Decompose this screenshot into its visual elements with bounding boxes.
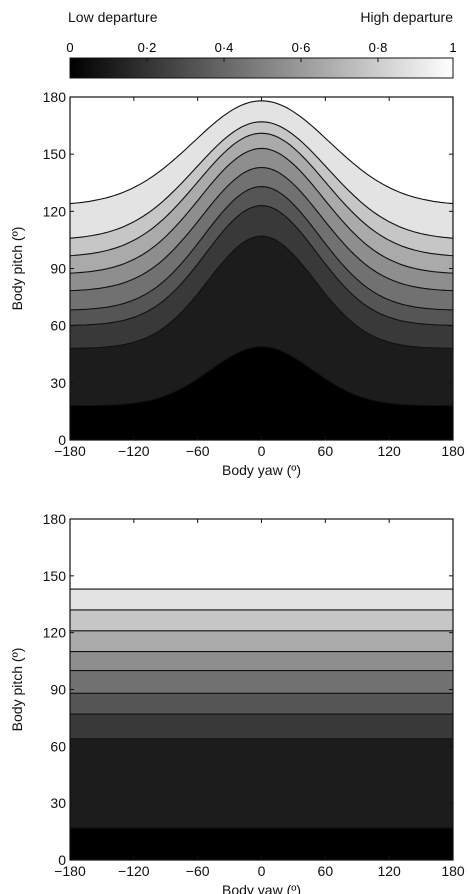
y-tick-label: 30 (50, 375, 66, 391)
x-tick-label: −180 (54, 443, 86, 459)
x-tick-label: −60 (186, 443, 210, 459)
bottom-contour-lines (70, 588, 453, 829)
y-tick-label: 60 (50, 318, 66, 334)
contour-line (69, 205, 454, 326)
contour-region (70, 519, 453, 590)
colorbar-high-label: High departure (360, 9, 453, 25)
contour-line (70, 346, 453, 407)
bottom-contour-fills (70, 519, 453, 860)
x-tick-label: −60 (186, 863, 210, 879)
contour-line (69, 121, 454, 239)
colorbar-tick-label: 0·8 (369, 40, 388, 55)
y-tick-label: 150 (43, 146, 67, 162)
colorbar: Low departure High departure 0 0·2 0·4 0… (66, 9, 457, 79)
y-tick-label: 150 (43, 568, 67, 584)
x-tick-label: 180 (441, 443, 465, 459)
top-x-tick-labels: −180 −120 −60 0 60 120 180 (54, 443, 465, 459)
colorbar-tick-label: 0·4 (215, 40, 234, 55)
colorbar-tick-label: 0 (66, 40, 73, 55)
y-tick-label: 60 (50, 738, 66, 754)
y-tick-label: 180 (43, 511, 67, 527)
top-contour-lines (69, 100, 454, 407)
x-tick-label: 60 (318, 443, 334, 459)
x-tick-label: 120 (377, 443, 401, 459)
bottom-x-axis-label: Body yaw (º) (222, 882, 301, 894)
x-tick-label: 60 (318, 863, 334, 879)
y-tick-label: 30 (50, 795, 66, 811)
x-tick-label: 180 (441, 863, 465, 879)
x-tick-label: 0 (258, 863, 266, 879)
colorbar-tick-labels: 0 0·2 0·4 0·6 0·8 1 (66, 40, 456, 55)
colorbar-tick-label: 0·2 (138, 40, 157, 55)
y-tick-label: 120 (43, 203, 67, 219)
top-x-axis-label: Body yaw (º) (222, 462, 301, 478)
y-tick-label: 90 (50, 682, 66, 698)
top-y-tick-labels: 0 30 60 90 120 150 180 (43, 89, 67, 448)
contour-line (69, 166, 454, 292)
colorbar-tick-label: 1 (449, 40, 456, 55)
contour-line (69, 235, 454, 349)
y-tick-label: 180 (43, 89, 67, 105)
y-tick-label: 0 (58, 852, 66, 868)
y-tick-label: 0 (58, 432, 66, 448)
contour-line (69, 186, 454, 311)
bottom-y-tick-labels: 0 30 60 90 120 150 180 (43, 511, 67, 868)
bottom-contour-plot: −180 −120 −60 0 60 120 180 0 30 60 90 12… (9, 511, 465, 894)
top-contour-plot: −180 −120 −60 0 60 120 180 0 30 60 90 12… (9, 89, 465, 478)
x-tick-label: 0 (258, 443, 266, 459)
bottom-axis-ticks (69, 518, 454, 861)
x-tick-label: −180 (54, 863, 86, 879)
bottom-y-axis-label: Body pitch (º) (9, 648, 25, 732)
contour-line (69, 147, 454, 274)
y-tick-label: 120 (43, 625, 67, 641)
contour-region (70, 97, 453, 204)
bottom-x-tick-labels: −180 −120 −60 0 60 120 180 (54, 863, 465, 879)
top-y-axis-label: Body pitch (º) (9, 227, 25, 311)
colorbar-tick-label: 0·6 (292, 40, 311, 55)
colorbar-gradient (69, 57, 454, 79)
colorbar-low-label: Low departure (68, 9, 158, 25)
contour-line (69, 132, 454, 257)
top-axis-ticks (69, 96, 454, 441)
x-tick-label: 120 (377, 863, 401, 879)
colorbar-ticks (146, 58, 379, 62)
x-tick-label: −120 (118, 443, 150, 459)
x-tick-label: −120 (118, 863, 150, 879)
y-tick-label: 90 (50, 261, 66, 277)
